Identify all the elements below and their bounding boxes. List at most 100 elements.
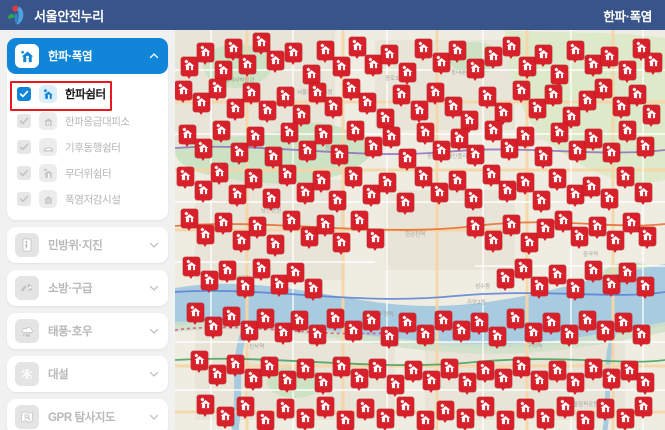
shelter-house-marker-icon[interactable] bbox=[423, 371, 440, 393]
shelter-house-marker-icon[interactable] bbox=[347, 121, 364, 143]
shelter-house-marker-icon[interactable] bbox=[457, 409, 474, 430]
shelter-house-marker-icon[interactable] bbox=[503, 37, 520, 59]
shelter-house-marker-icon[interactable] bbox=[239, 55, 256, 77]
shelter-house-marker-icon[interactable] bbox=[465, 189, 482, 211]
shelter-house-marker-icon[interactable] bbox=[411, 101, 428, 123]
shelter-house-marker-icon[interactable] bbox=[597, 321, 614, 343]
shelter-house-marker-icon[interactable] bbox=[257, 309, 274, 331]
shelter-house-marker-icon[interactable] bbox=[197, 395, 214, 417]
shelter-house-marker-icon[interactable] bbox=[287, 263, 304, 285]
shelter-house-marker-icon[interactable] bbox=[585, 261, 602, 283]
shelter-house-marker-icon[interactable] bbox=[297, 409, 314, 430]
shelter-house-marker-icon[interactable] bbox=[485, 47, 502, 69]
shelter-house-marker-icon[interactable] bbox=[191, 351, 208, 373]
category-group-gpr-survey-map[interactable]: GPR 탐사지도 bbox=[7, 399, 168, 430]
shelter-house-marker-icon[interactable] bbox=[635, 397, 652, 419]
shelter-house-marker-icon[interactable] bbox=[293, 105, 310, 127]
shelter-house-marker-icon[interactable] bbox=[517, 399, 534, 421]
shelter-house-marker-icon[interactable] bbox=[397, 193, 414, 215]
shelter-house-marker-icon[interactable] bbox=[313, 171, 330, 193]
sub-item-heat-reduction-facility[interactable]: 폭염저감시설 bbox=[7, 186, 168, 212]
shelter-house-marker-icon[interactable] bbox=[227, 99, 244, 121]
shelter-house-marker-icon[interactable] bbox=[537, 409, 554, 430]
sub-item-cold-emergency-shelter[interactable]: 한파응급대피소 bbox=[7, 108, 168, 134]
shelter-house-marker-icon[interactable] bbox=[399, 149, 416, 171]
shelter-house-marker-icon[interactable] bbox=[381, 327, 398, 349]
shelter-house-marker-icon[interactable] bbox=[315, 373, 332, 395]
shelter-house-marker-icon[interactable] bbox=[179, 125, 196, 147]
shelter-house-marker-icon[interactable] bbox=[633, 325, 650, 347]
shelter-house-marker-icon[interactable] bbox=[241, 321, 258, 343]
shelter-house-marker-icon[interactable] bbox=[243, 83, 260, 105]
shelter-house-marker-icon[interactable] bbox=[331, 145, 348, 167]
shelter-house-marker-icon[interactable] bbox=[205, 317, 222, 339]
shelter-house-marker-icon[interactable] bbox=[623, 213, 640, 235]
shelter-house-marker-icon[interactable] bbox=[217, 407, 234, 429]
group-header-typhoon-rain[interactable]: 태풍·호우 bbox=[7, 313, 168, 349]
group-header-fire-rescue[interactable]: 소방·구급 bbox=[7, 270, 168, 306]
shelter-house-marker-icon[interactable] bbox=[309, 325, 326, 347]
shelter-house-marker-icon[interactable] bbox=[329, 191, 346, 213]
shelter-house-marker-icon[interactable] bbox=[489, 327, 506, 349]
shelter-house-marker-icon[interactable] bbox=[405, 361, 422, 383]
shelter-house-marker-icon[interactable] bbox=[297, 359, 314, 381]
shelter-house-marker-icon[interactable] bbox=[219, 261, 236, 283]
shelter-house-marker-icon[interactable] bbox=[535, 147, 552, 169]
shelter-house-marker-icon[interactable] bbox=[215, 61, 232, 83]
shelter-house-marker-icon[interactable] bbox=[277, 399, 294, 421]
shelter-house-marker-icon[interactable] bbox=[349, 37, 366, 59]
chevron-down-icon[interactable] bbox=[148, 325, 160, 337]
category-group-fire-rescue[interactable]: 소방·구급 bbox=[7, 270, 168, 306]
shelter-house-marker-icon[interactable] bbox=[449, 171, 466, 193]
checkbox-cold-emergency-shelter[interactable] bbox=[17, 114, 31, 128]
shelter-house-marker-icon[interactable] bbox=[345, 321, 362, 343]
shelter-house-marker-icon[interactable] bbox=[595, 79, 612, 101]
shelter-house-marker-icon[interactable] bbox=[589, 217, 606, 239]
shelter-house-marker-icon[interactable] bbox=[315, 125, 332, 147]
shelter-house-marker-icon[interactable] bbox=[497, 269, 514, 291]
shelter-house-marker-icon[interactable] bbox=[567, 373, 584, 395]
shelter-house-marker-icon[interactable] bbox=[317, 41, 334, 63]
shelter-house-marker-icon[interactable] bbox=[535, 45, 552, 67]
shelter-house-marker-icon[interactable] bbox=[563, 107, 580, 129]
group-header-heavy-snow[interactable]: 대설 bbox=[7, 356, 168, 392]
shelter-house-marker-icon[interactable] bbox=[267, 51, 284, 73]
chevron-down-icon[interactable] bbox=[148, 368, 160, 380]
shelter-house-marker-icon[interactable] bbox=[485, 231, 502, 253]
shelter-house-marker-icon[interactable] bbox=[209, 79, 226, 101]
shelter-house-marker-icon[interactable] bbox=[637, 373, 654, 395]
shelter-house-marker-icon[interactable] bbox=[561, 325, 578, 347]
shelter-house-marker-icon[interactable] bbox=[317, 397, 334, 419]
shelter-house-marker-icon[interactable] bbox=[495, 369, 512, 391]
shelter-house-marker-icon[interactable] bbox=[585, 55, 602, 77]
category-group-civil-defense[interactable]: 민방위·지진 bbox=[7, 227, 168, 263]
shelter-house-marker-icon[interactable] bbox=[245, 369, 262, 391]
shelter-house-marker-icon[interactable] bbox=[383, 127, 400, 149]
shelter-house-marker-icon[interactable] bbox=[345, 167, 362, 189]
shelter-house-marker-icon[interactable] bbox=[629, 85, 646, 107]
shelter-house-marker-icon[interactable] bbox=[583, 177, 600, 199]
group-header-civil-defense[interactable]: 민방위·지진 bbox=[7, 227, 168, 263]
shelter-house-marker-icon[interactable] bbox=[515, 259, 532, 281]
shelter-house-marker-icon[interactable] bbox=[215, 213, 232, 235]
shelter-house-marker-icon[interactable] bbox=[195, 139, 212, 161]
shelter-house-marker-icon[interactable] bbox=[181, 57, 198, 79]
group-header-gpr-survey-map[interactable]: GPR 탐사지도 bbox=[7, 399, 168, 430]
shelter-house-marker-icon[interactable] bbox=[201, 271, 218, 293]
shelter-house-marker-icon[interactable] bbox=[517, 173, 534, 195]
checkbox-heat-reduction-facility[interactable] bbox=[17, 192, 31, 206]
group-header-cold-heat[interactable]: 한파·폭염 bbox=[7, 38, 168, 74]
shelter-house-marker-icon[interactable] bbox=[557, 397, 574, 419]
shelter-house-marker-icon[interactable] bbox=[431, 183, 448, 205]
shelter-house-marker-icon[interactable] bbox=[549, 169, 566, 191]
shelter-house-marker-icon[interactable] bbox=[567, 41, 584, 63]
shelter-house-marker-icon[interactable] bbox=[379, 173, 396, 195]
shelter-house-marker-icon[interactable] bbox=[621, 361, 638, 383]
shelter-house-marker-icon[interactable] bbox=[507, 309, 524, 331]
shelter-house-marker-icon[interactable] bbox=[579, 91, 596, 113]
shelter-house-marker-icon[interactable] bbox=[223, 307, 240, 329]
shelter-house-marker-icon[interactable] bbox=[471, 313, 488, 335]
shelter-house-marker-icon[interactable] bbox=[231, 143, 248, 165]
shelter-house-marker-icon[interactable] bbox=[309, 83, 326, 105]
